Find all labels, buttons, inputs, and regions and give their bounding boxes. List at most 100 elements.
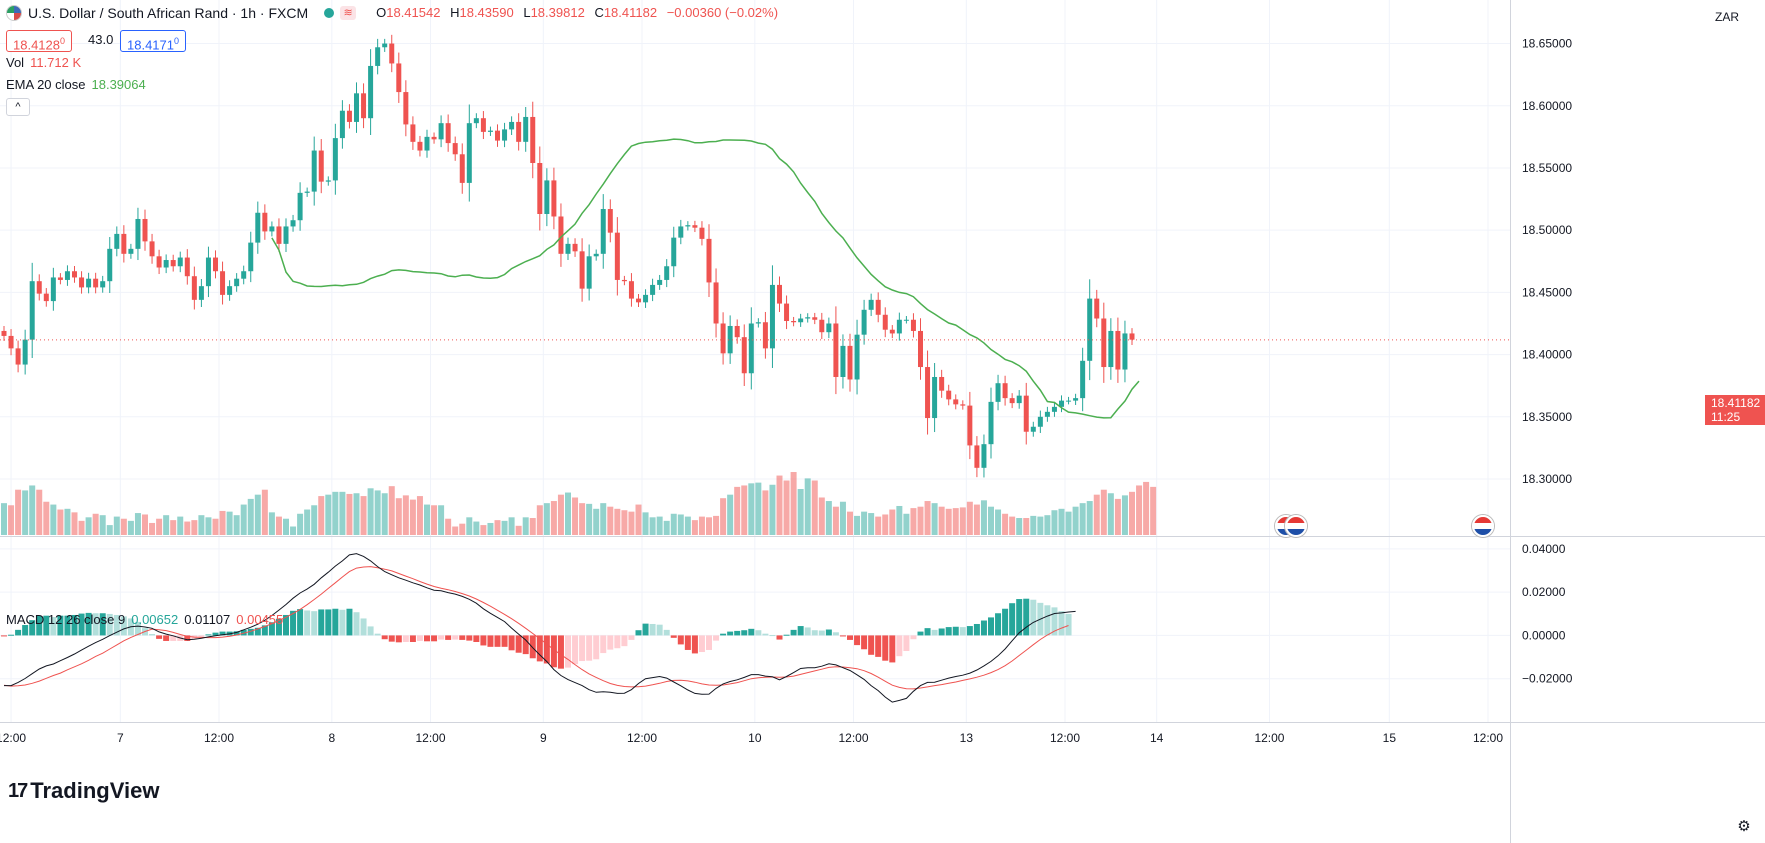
volume-legend[interactable]: Vol 11.712 K bbox=[6, 55, 82, 70]
candle-body bbox=[177, 257, 183, 267]
candle-body bbox=[332, 138, 338, 181]
us-flag-event-icon[interactable] bbox=[1285, 515, 1307, 537]
macd-histogram-bar bbox=[43, 615, 50, 636]
volume-bar bbox=[579, 503, 586, 535]
macd-histogram-bar bbox=[670, 635, 677, 638]
macd-histogram-bar bbox=[254, 627, 261, 636]
currency-button[interactable]: ZAR bbox=[1707, 6, 1765, 28]
candle-body bbox=[692, 225, 698, 228]
candle-body bbox=[762, 322, 768, 349]
collapse-legend-button[interactable]: ^ bbox=[6, 98, 30, 116]
macd-histogram-bar bbox=[311, 611, 318, 636]
volume-bar bbox=[64, 508, 71, 535]
macd-histogram-bar bbox=[762, 633, 769, 636]
macd-histogram-bar bbox=[367, 626, 374, 636]
volume-bar bbox=[924, 501, 931, 535]
volume-bar bbox=[402, 495, 409, 535]
volume-bar bbox=[945, 508, 952, 535]
candle-body bbox=[1094, 298, 1100, 319]
volume-bar bbox=[29, 485, 36, 535]
macd-histogram-bar bbox=[515, 635, 522, 653]
macd-histogram-bar bbox=[212, 632, 219, 636]
volume-bar bbox=[198, 515, 205, 535]
volume-bar bbox=[973, 504, 980, 535]
volume-bar bbox=[156, 518, 163, 535]
volume-bar bbox=[99, 515, 106, 535]
volume-bar bbox=[22, 490, 29, 535]
macd-histogram-bar bbox=[85, 612, 92, 636]
volume-bar bbox=[353, 493, 360, 535]
tradingview-logo-icon: 17 bbox=[8, 779, 28, 802]
macd-histogram-bar bbox=[1030, 599, 1037, 636]
candle-body bbox=[925, 367, 931, 419]
market-status-icon[interactable] bbox=[324, 8, 335, 18]
candle-body bbox=[650, 284, 656, 295]
volume-bar bbox=[15, 489, 22, 535]
macd-histogram-bar bbox=[487, 635, 494, 647]
macd-histogram-bar bbox=[543, 635, 550, 664]
candle-body bbox=[1030, 426, 1036, 432]
candle-body bbox=[255, 212, 261, 243]
candle-body bbox=[769, 284, 775, 349]
macd-histogram-bar bbox=[459, 635, 466, 640]
candle-body bbox=[290, 220, 296, 227]
sell-button[interactable]: 18.41280 bbox=[6, 30, 73, 52]
macd-histogram-bar bbox=[635, 630, 642, 636]
candle-body bbox=[445, 123, 451, 144]
macd-histogram-bar bbox=[529, 635, 536, 659]
candle-body bbox=[558, 216, 564, 254]
macd-histogram-bar bbox=[917, 631, 924, 636]
candle-body bbox=[1044, 411, 1050, 417]
candle-body bbox=[1073, 398, 1079, 401]
macd-histogram-bar bbox=[1009, 603, 1016, 636]
candle-body bbox=[410, 124, 416, 142]
candle-body bbox=[516, 121, 522, 142]
volume-bar bbox=[275, 516, 282, 535]
volume-bar bbox=[1143, 481, 1150, 535]
macd-y-tick-label: 0.00000 bbox=[1522, 628, 1566, 642]
y-tick-label: 18.35000 bbox=[1522, 410, 1572, 424]
candle-body bbox=[734, 325, 740, 338]
macd-histogram-bar bbox=[409, 635, 416, 642]
candle-body bbox=[755, 322, 761, 324]
candle-body bbox=[530, 116, 536, 163]
volume-bar bbox=[959, 507, 966, 535]
ema-line bbox=[271, 138, 1140, 419]
macd-histogram-bar bbox=[325, 609, 332, 636]
candle-body bbox=[227, 286, 233, 295]
ema-legend[interactable]: EMA 20 close 18.39064 bbox=[6, 77, 146, 92]
candle-body bbox=[389, 43, 395, 64]
candle-body bbox=[368, 65, 374, 119]
volume-bar bbox=[1051, 510, 1058, 535]
wave-icon[interactable]: ≋ bbox=[340, 6, 357, 20]
candle-body bbox=[142, 218, 148, 242]
macd-histogram-bar bbox=[416, 635, 423, 641]
tradingview-logo[interactable]: 17 TradingView bbox=[8, 778, 159, 804]
volume-bar bbox=[628, 511, 635, 535]
settings-icon[interactable]: ⚙ bbox=[1737, 818, 1751, 835]
macd-histogram-bar bbox=[452, 635, 459, 640]
volume-bar bbox=[1086, 501, 1093, 535]
macd-legend[interactable]: MACD 12 26 close 9 0.00652 0.01107 0.00455 bbox=[6, 612, 284, 627]
symbol-title[interactable]: U.S. Dollar / South African Rand · 1h · … bbox=[28, 5, 309, 21]
macd-histogram-bar bbox=[804, 627, 811, 636]
candle-body bbox=[946, 390, 952, 400]
volume-bar bbox=[706, 517, 712, 535]
macd-histogram-bar bbox=[727, 631, 734, 636]
macd-histogram-bar bbox=[99, 613, 106, 636]
macd-histogram-bar bbox=[572, 635, 579, 665]
volume-bar bbox=[409, 499, 416, 535]
us-flag-event-icon[interactable] bbox=[1472, 515, 1494, 537]
buy-button[interactable]: 18.41710 bbox=[120, 30, 187, 52]
volume-bar bbox=[550, 501, 557, 535]
volume-bar bbox=[1, 503, 7, 535]
candle-body bbox=[833, 323, 839, 377]
macd-histogram-bar bbox=[318, 609, 325, 636]
volume-bar bbox=[783, 480, 790, 535]
volume-bar bbox=[134, 513, 141, 535]
macd-histogram-bar bbox=[649, 623, 656, 636]
macd-histogram-bar bbox=[431, 635, 438, 642]
volume-bar bbox=[1037, 516, 1044, 535]
macd-histogram-bar bbox=[494, 635, 501, 647]
